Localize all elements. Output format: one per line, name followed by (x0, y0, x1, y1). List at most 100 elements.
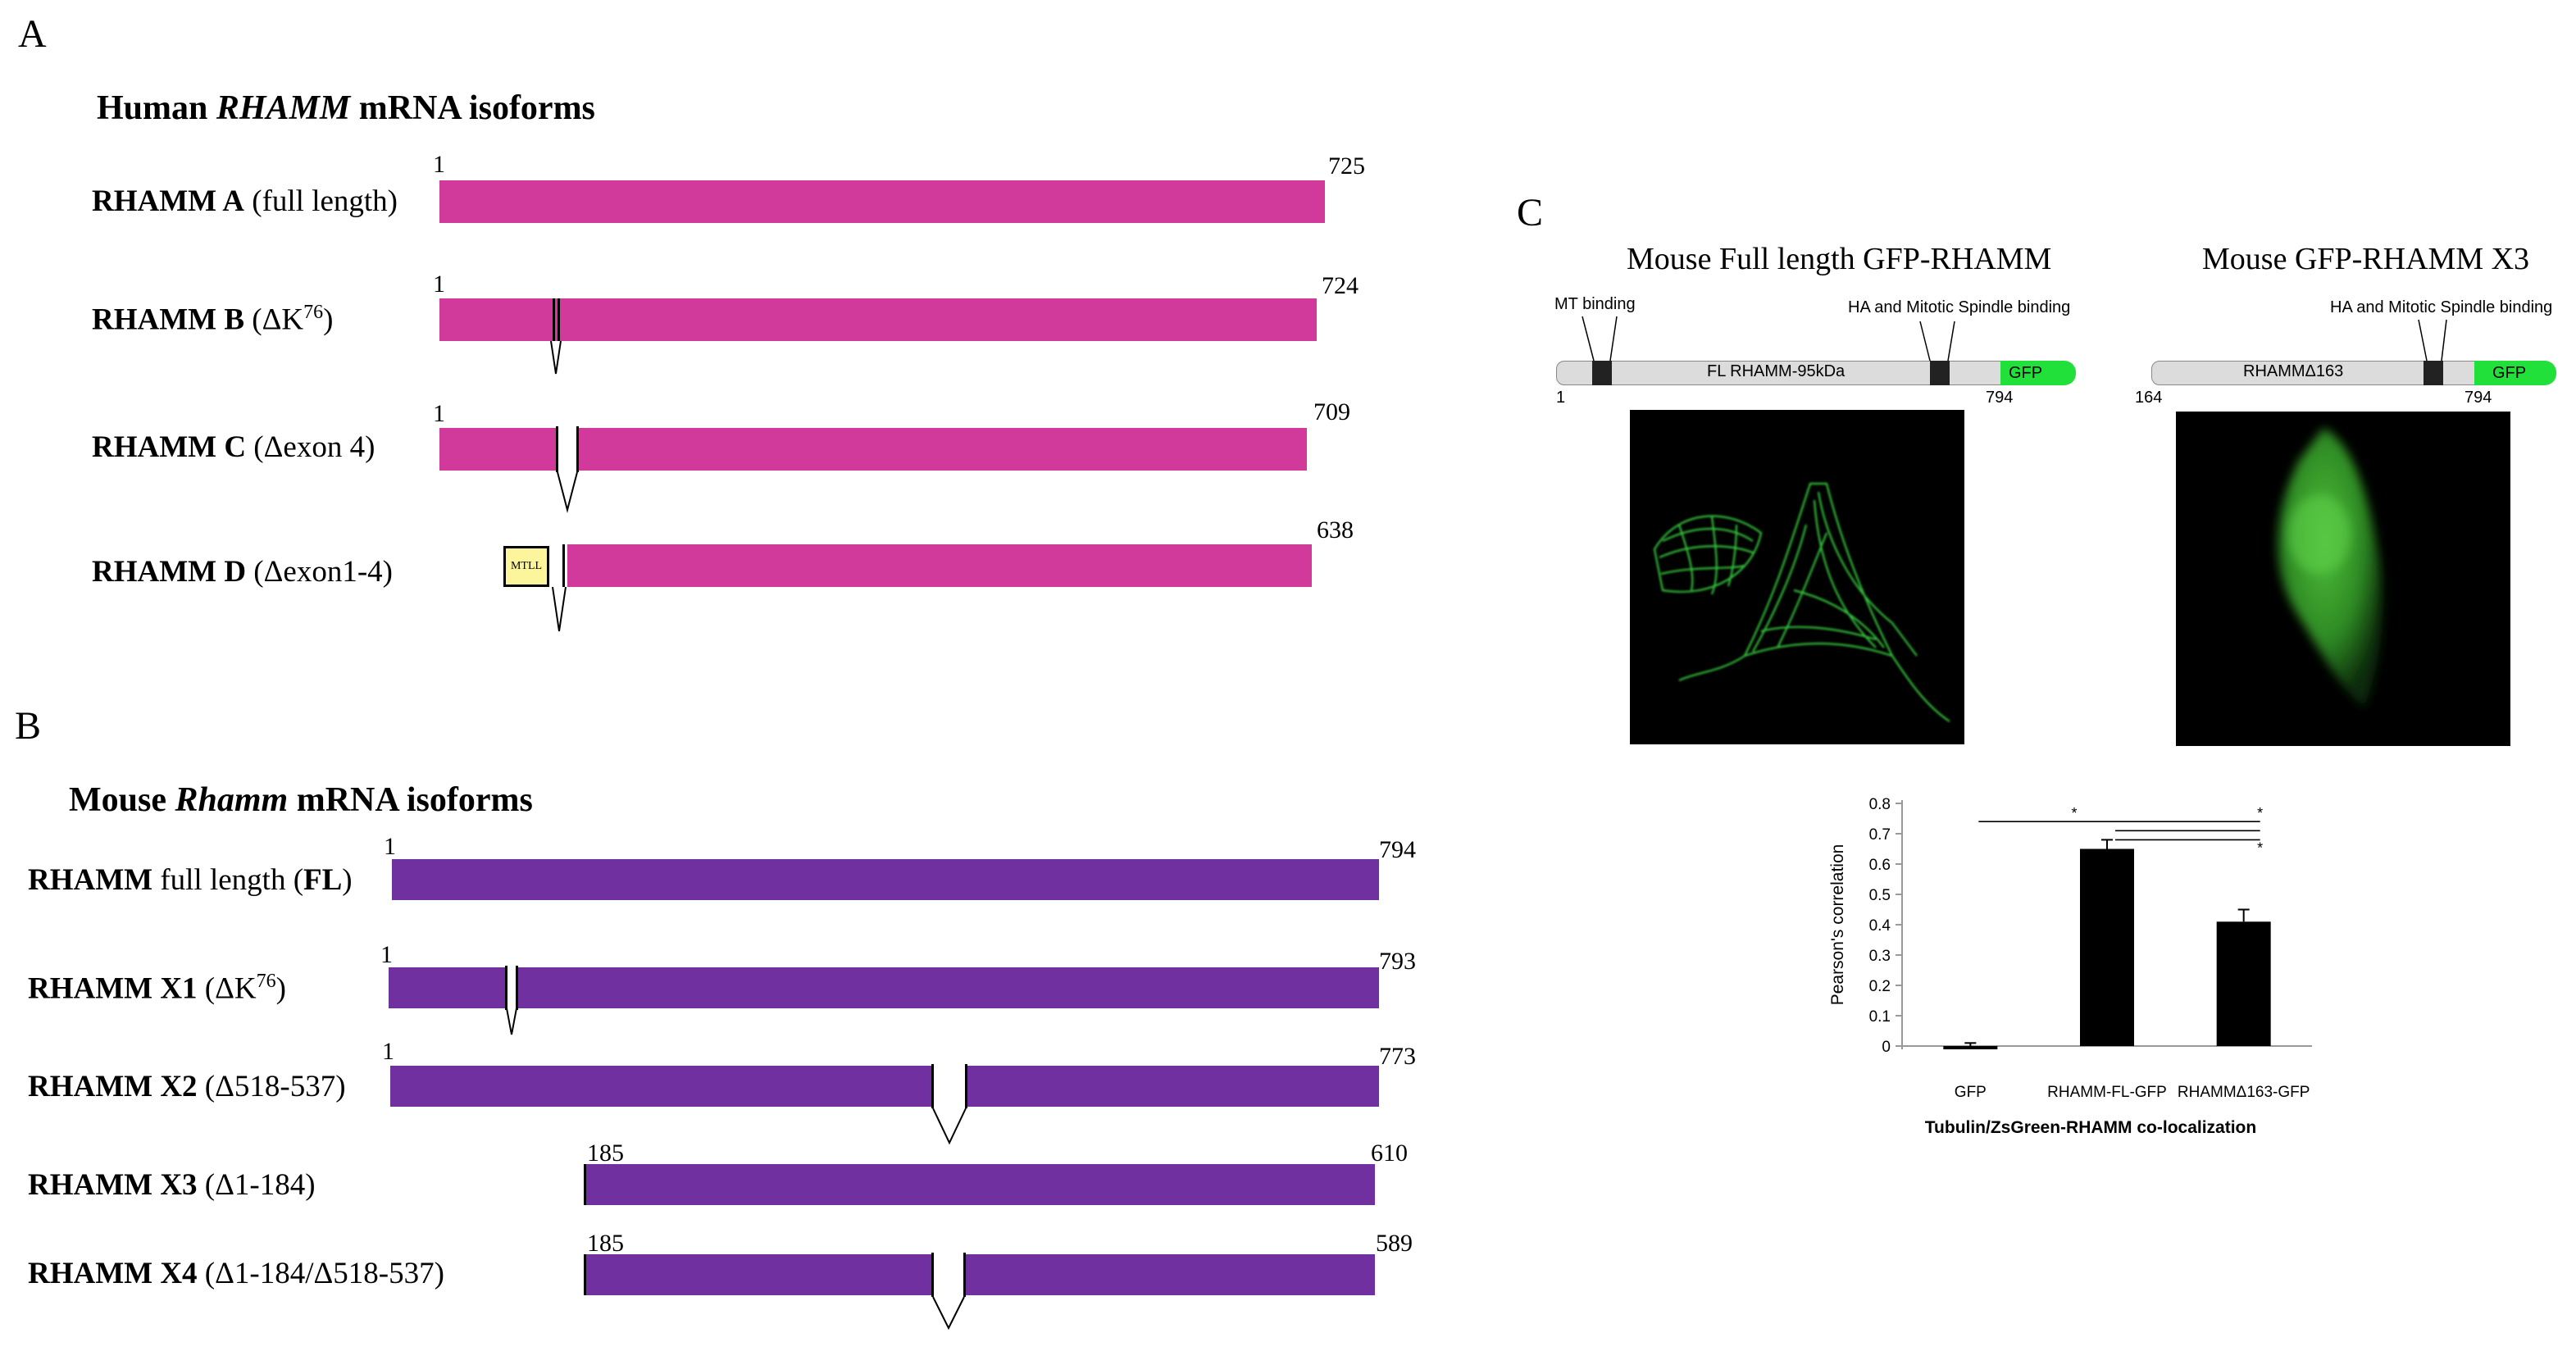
isoform-desc-bold: FL (303, 863, 343, 897)
y-tick-label: 0.7 (1869, 826, 1891, 844)
isoform-name: RHAMM X3 (28, 1168, 198, 1202)
significance-star: * (2071, 805, 2077, 821)
isoform-bar-rhamm-d (567, 544, 1312, 587)
domain-start: 164 (2135, 389, 2163, 407)
isoform-desc: (Δ1-184/Δ518-537) (197, 1257, 444, 1290)
isoform-end: 773 (1379, 1043, 1416, 1070)
construct-title-x3: Mouse GFP-RHAMM X3 (2202, 242, 2530, 276)
exon-deletion-gap (556, 426, 579, 472)
bar (2216, 921, 2271, 1046)
isoform-desc: (Δexon1-4) (246, 555, 393, 589)
isoform-label-rhamm-d: RHAMM D (Δexon1-4) (92, 554, 393, 589)
isoform-start: 185 (587, 1230, 624, 1257)
colocalization-chart: 0 0.1 0.2 0.3 0.4 0.5 0.6 0.7 0.8 Pearson's corre… (1828, 796, 2312, 1137)
isoform-bar-rhamm-b (439, 298, 1317, 341)
x-tick-label: RHAMM-FL-GFP (2047, 1084, 2167, 1101)
mt-binding-domain (1592, 361, 1612, 385)
isoform-start: 1 (384, 833, 396, 860)
gfp-label: GFP (2492, 363, 2527, 382)
x-axis-label: Tubulin/ZsGreen-RHAMM co-localization (1925, 1118, 2256, 1137)
isoform-label-rhamm-b: RHAMM B (ΔK76) (92, 302, 333, 337)
start-mark (584, 1254, 586, 1295)
isoform-label-rhamm-x4: RHAMM X4 (Δ1-184/Δ518-537) (28, 1256, 444, 1291)
isoform-end: 709 (1313, 398, 1350, 425)
isoform-desc-sup: 76 (256, 971, 276, 992)
y-tick-label: 0.3 (1869, 948, 1891, 965)
isoform-desc: (Δ1-184) (197, 1168, 316, 1202)
isoform-end: 725 (1328, 152, 1365, 180)
isoform-name: RHAMM X2 (28, 1070, 198, 1103)
micrograph-fl (1630, 410, 1964, 744)
isoform-end: 794 (1379, 836, 1416, 863)
ha-binding-label: HA and Mitotic Spindle binding (1848, 298, 2071, 316)
isoform-start: 1 (433, 271, 445, 298)
isoform-start: 185 (587, 1139, 624, 1167)
heading-post: mRNA isoforms (288, 781, 533, 819)
start-mark (584, 1164, 586, 1205)
isoform-bar-rhamm-x2 (390, 1066, 1379, 1107)
isoform-name: RHAMM A (92, 184, 244, 218)
splice-caret (932, 1296, 965, 1331)
ha-binding-domain (2424, 361, 2443, 385)
isoform-label-rhamm-fl: RHAMM full length (FL) (28, 862, 353, 898)
cell-fluorescence (2277, 428, 2383, 707)
y-tick-label: 0.5 (1869, 887, 1891, 904)
mt-binding-label: MT binding (1554, 295, 1636, 313)
micrograph-x3 (2176, 412, 2510, 746)
isoform-name: RHAMM B (92, 302, 244, 337)
mtll-box: MTLL (503, 546, 549, 587)
cell-fluorescence (1653, 482, 1950, 722)
y-tick-label: 0.2 (1869, 978, 1891, 995)
isoform-bar-rhamm-x1 (389, 967, 1379, 1008)
isoform-bar-rhamm-fl (392, 859, 1379, 900)
isoform-end: 724 (1322, 272, 1359, 299)
isoform-label-rhamm-a: RHAMM A (full length) (92, 184, 398, 219)
significance-star: * (2257, 805, 2263, 821)
y-axis-label: Pearson's correlation (1828, 844, 1847, 1006)
gfp-label: GFP (2009, 363, 2043, 382)
isoform-start: 1 (380, 941, 393, 968)
y-tick-label: 0.8 (1869, 796, 1891, 813)
splice-caret (550, 340, 562, 375)
isoform-name: RHAMM (28, 863, 153, 897)
y-tick-label: 0.6 (1869, 857, 1891, 874)
deletion-gap (931, 1064, 967, 1108)
deletion-mark (558, 298, 560, 341)
isoform-end: 589 (1376, 1230, 1413, 1257)
binding-leader-lines (1582, 316, 1955, 362)
isoform-name: RHAMM C (92, 430, 247, 464)
construct-title-fl: Mouse Full length GFP-RHAMM (1627, 242, 2052, 276)
y-tick-label: 0.1 (1869, 1008, 1891, 1026)
isoform-end: 610 (1371, 1139, 1408, 1167)
panel-a-letter: A (18, 12, 47, 56)
deletion-gap (505, 966, 518, 1010)
binding-leader-lines (2418, 319, 2447, 362)
deletion-mark (562, 544, 565, 587)
isoform-desc-sup: 76 (303, 302, 324, 323)
isoform-desc-post: ) (323, 302, 334, 337)
isoform-label-rhamm-x3: RHAMM X3 (Δ1-184) (28, 1167, 316, 1203)
domain-bar-label: FL RHAMM-95kDa (1707, 362, 1846, 380)
isoform-desc-post: ) (342, 863, 353, 897)
panel-b-heading: Mouse Rhamm mRNA isoforms (69, 780, 533, 820)
heading-pre: Human (97, 89, 216, 127)
splice-caret (557, 471, 578, 513)
ha-binding-domain (1930, 361, 1950, 385)
isoform-desc-pre: (ΔK (197, 971, 257, 1006)
domain-start: 1 (1556, 389, 1566, 407)
isoform-name: RHAMM X1 (28, 971, 198, 1006)
x-tick-label: RHAMMΔ163-GFP (2178, 1084, 2310, 1101)
y-tick-label: 0 (1882, 1039, 1891, 1056)
isoform-bar-rhamm-x4 (586, 1254, 1375, 1295)
isoform-label-rhamm-x2: RHAMM X2 (Δ518-537) (28, 1069, 346, 1104)
splice-caret (506, 1008, 517, 1035)
heading-pre: Mouse (69, 781, 175, 819)
isoform-start: 1 (382, 1038, 394, 1065)
splice-caret (932, 1108, 967, 1145)
bar (2080, 848, 2134, 1046)
heading-gene: RHAMM (216, 89, 351, 127)
heading-post: mRNA isoforms (350, 89, 595, 127)
domain-bar-label: RHAMMΔ163 (2243, 362, 2344, 380)
significance-star: * (2257, 839, 2263, 856)
splice-caret (552, 586, 567, 632)
